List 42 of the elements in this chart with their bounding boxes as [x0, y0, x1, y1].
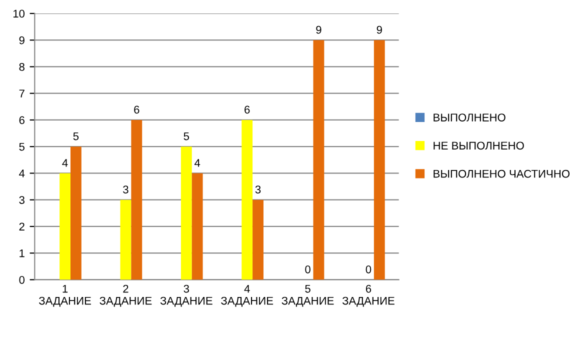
- x-tick-label: 2 ЗАДАНИЕ: [100, 284, 152, 307]
- data-label: 0: [305, 265, 310, 274]
- data-label: 0: [366, 265, 372, 274]
- legend-label: ВЫПОЛНЕНО: [434, 114, 506, 122]
- data-label: 6: [244, 106, 250, 114]
- y-tick-label: 9: [19, 36, 24, 44]
- y-tick-label: 7: [19, 90, 24, 98]
- y-tick-label: 8: [19, 62, 24, 71]
- x-tick-label: 6 ЗАДАНИЕ: [342, 284, 394, 307]
- y-tick-label: 2: [19, 222, 24, 230]
- bar: [180, 146, 192, 280]
- x-tick-label: 1 ЗАДАНИЕ: [38, 284, 91, 307]
- bar: [60, 173, 70, 280]
- x-tick-label: 5 ЗАДАНИЕ: [282, 284, 334, 307]
- data-label: 4: [194, 159, 200, 167]
- y-tick-label: 5: [19, 142, 24, 151]
- bar: [242, 120, 253, 280]
- bar: [131, 120, 142, 280]
- bar: [313, 40, 324, 280]
- legend-label: ВЫПОЛНЕНО ЧАСТИЧНО: [434, 170, 570, 178]
- data-label: 3: [123, 186, 128, 194]
- legend-label: НЕ ВЫПОЛНЕНО: [434, 142, 524, 150]
- data-label: 6: [134, 106, 140, 114]
- y-tick-label: 3: [19, 196, 24, 204]
- y-tick-label: 4: [19, 170, 25, 178]
- data-label: 3: [255, 186, 261, 194]
- data-label: 9: [376, 26, 382, 34]
- data-label: 4: [62, 159, 68, 167]
- x-tick-label: 3 ЗАДАНИЕ: [160, 284, 212, 307]
- data-label: 5: [73, 132, 79, 140]
- y-tick-label: 0: [19, 276, 25, 284]
- bar: [252, 200, 264, 280]
- y-tick-label: 6: [19, 116, 24, 124]
- bar: [192, 173, 203, 280]
- bar: [374, 40, 385, 280]
- y-tick-label: 1: [20, 249, 24, 258]
- y-tick-label: 10: [13, 10, 25, 18]
- data-label: 9: [316, 26, 322, 34]
- data-label: 5: [184, 132, 190, 140]
- x-tick-label: 4 ЗАДАНИЕ: [221, 284, 274, 307]
- bar: [120, 200, 132, 280]
- bar: [70, 146, 82, 280]
